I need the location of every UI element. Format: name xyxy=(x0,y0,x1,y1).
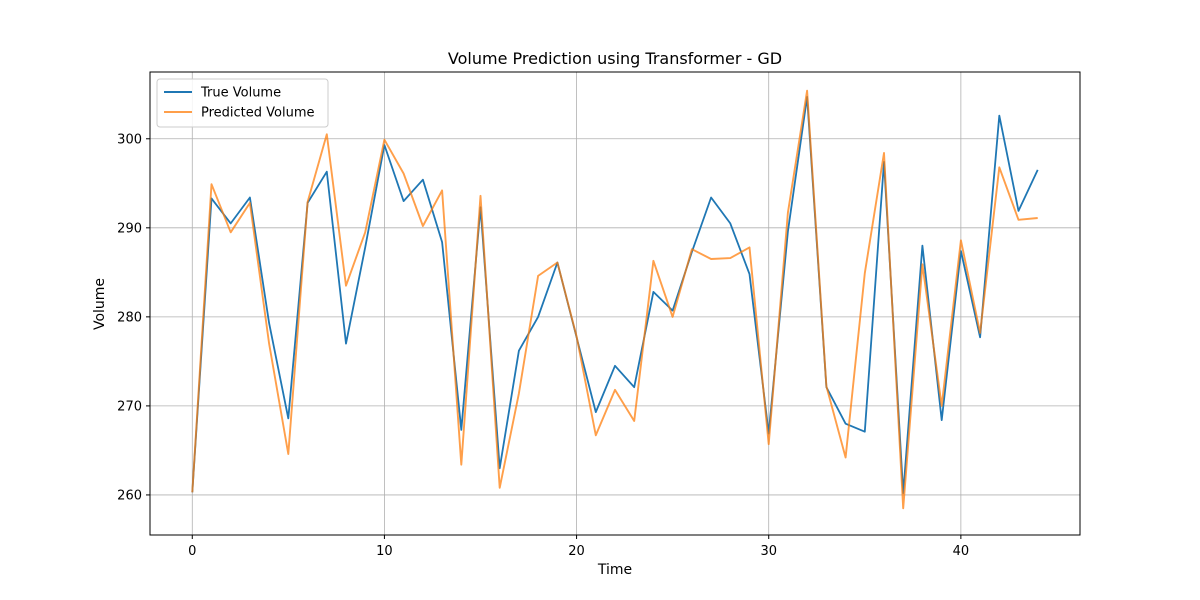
y-tick-label: 290 xyxy=(117,221,142,236)
series-lines xyxy=(191,89,1039,510)
legend-box xyxy=(156,78,329,128)
x-axis-title: Time xyxy=(597,562,632,578)
legend-label: True Volume xyxy=(200,86,281,101)
y-tick-label: 270 xyxy=(117,399,142,414)
x-tick-label: 30 xyxy=(760,544,777,559)
axis-ticks: 0 10 20 30 40 260 270 280 290 300 xyxy=(117,132,969,559)
legend-label: Predicted Volume xyxy=(201,106,315,121)
x-tick-label: 10 xyxy=(376,544,393,559)
series-line-predicted-volume xyxy=(191,89,1038,510)
y-tick-label: 300 xyxy=(117,132,142,147)
x-tick-label: 40 xyxy=(953,544,970,559)
legend: True Volume Predicted Volume xyxy=(156,78,329,128)
plot-frame xyxy=(149,71,1081,536)
y-tick-label: 260 xyxy=(117,488,142,503)
y-axis-title: Volume xyxy=(92,278,108,330)
x-tick-label: 20 xyxy=(568,544,585,559)
chart-title: Volume Prediction using Transformer - GD xyxy=(448,49,782,68)
y-tick-label: 280 xyxy=(117,310,142,325)
x-tick-label: 0 xyxy=(188,544,196,559)
